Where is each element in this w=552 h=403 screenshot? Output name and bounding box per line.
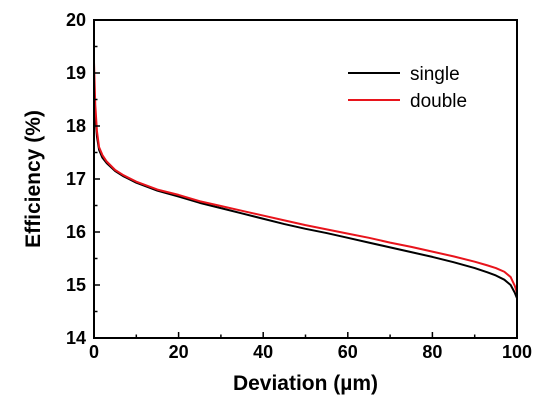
y-tick-label-19: 19 (66, 63, 86, 83)
y-axis-title: Efficiency (%) (22, 110, 45, 248)
x-tick-label-60: 60 (338, 342, 358, 362)
y-tick-label-16: 16 (66, 222, 86, 242)
series-line-double (93, 62, 518, 294)
legend-label-double: double (410, 91, 467, 112)
y-tick-label-18: 18 (66, 116, 86, 136)
series-layer (93, 62, 518, 299)
y-tick-label-17: 17 (66, 169, 86, 189)
x-tick-label-100: 100 (502, 342, 532, 362)
legend: single double (348, 64, 467, 112)
x-tick-label-80: 80 (422, 342, 442, 362)
x-tick-label-0: 0 (89, 342, 99, 362)
y-tick-label-15: 15 (66, 275, 86, 295)
x-tick-label-20: 20 (169, 342, 189, 362)
x-axis-title: Deviation (µm) (233, 372, 378, 395)
series-line-single (93, 83, 518, 299)
y-tick-label-14: 14 (66, 328, 86, 348)
x-tick-label-40: 40 (253, 342, 273, 362)
ticks-layer: 0 20 40 60 80 100 14 15 16 17 18 19 20 (66, 10, 532, 362)
y-tick-label-20: 20 (66, 10, 86, 30)
legend-label-single: single (410, 64, 460, 85)
